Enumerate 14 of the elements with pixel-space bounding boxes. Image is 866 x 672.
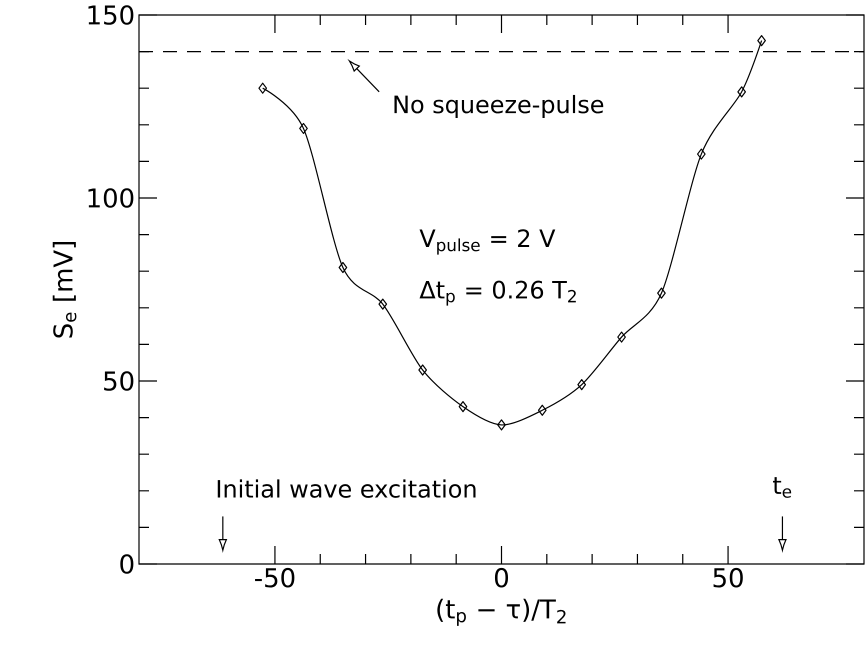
annotation: Δt$_{p}$ = 0.26 T$_{2}$ <box>420 280 576 306</box>
x-axis-title: (t$_{p}$ − τ)/T$_{2}$ <box>437 598 566 626</box>
annotation: V$_{pulse}$ = 2 V <box>420 229 556 255</box>
y-tick-label: 0 <box>120 554 134 574</box>
y-tick-label: 50 <box>104 371 134 391</box>
y-tick-label: 100 <box>88 188 134 208</box>
annotation: Initial wave excitation <box>218 479 476 498</box>
x-tick-label: -50 <box>255 568 294 588</box>
ref-line-label: No squeeze-pulse <box>394 94 604 118</box>
annotation: t$_{e}$ <box>772 477 792 498</box>
x-tick-label: 0 <box>494 568 508 588</box>
y-axis-title: S$_{e}$ [mV] <box>52 242 76 338</box>
y-tick-label: 150 <box>88 5 134 25</box>
x-tick-label: 50 <box>714 568 743 588</box>
